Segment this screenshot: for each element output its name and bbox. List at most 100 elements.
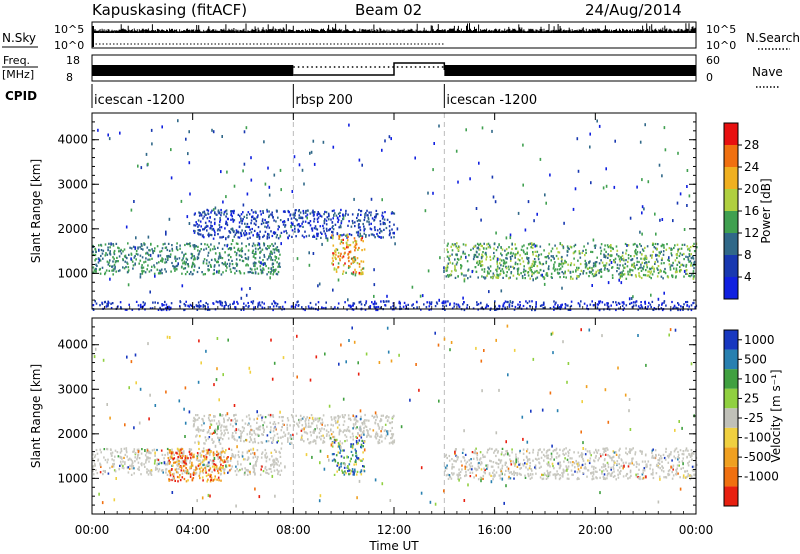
data-cell bbox=[127, 471, 130, 474]
data-cell bbox=[381, 440, 383, 443]
data-cell bbox=[138, 450, 141, 453]
data-cell bbox=[194, 473, 197, 476]
data-cell bbox=[240, 217, 242, 220]
data-cell bbox=[391, 436, 393, 439]
data-cell bbox=[337, 445, 339, 448]
data-cell bbox=[243, 302, 245, 305]
data-cell bbox=[322, 434, 324, 437]
data-cell bbox=[677, 248, 679, 251]
data-cell bbox=[361, 267, 364, 270]
data-cell bbox=[166, 255, 168, 258]
data-cell bbox=[256, 457, 259, 460]
data-cell bbox=[496, 451, 499, 454]
data-cell bbox=[294, 218, 297, 221]
data-cell bbox=[249, 425, 252, 428]
data-cell bbox=[249, 228, 251, 231]
data-cell bbox=[591, 465, 593, 468]
data-cell bbox=[192, 272, 194, 276]
data-cell bbox=[202, 262, 205, 265]
data-cell bbox=[627, 270, 629, 273]
data-cell bbox=[215, 465, 218, 468]
data-cell bbox=[237, 247, 240, 250]
data-cell bbox=[109, 246, 111, 249]
data-cell bbox=[293, 420, 296, 423]
data-cell bbox=[276, 234, 278, 237]
data-cell bbox=[526, 456, 528, 459]
data-cell bbox=[355, 459, 357, 462]
data-cell bbox=[508, 304, 511, 307]
data-cell bbox=[190, 465, 193, 468]
data-cell bbox=[622, 308, 625, 311]
data-cell bbox=[504, 473, 506, 476]
data-cell bbox=[229, 423, 232, 426]
data-cell bbox=[598, 124, 601, 128]
data-cell bbox=[597, 449, 600, 452]
data-cell bbox=[130, 458, 133, 461]
data-cell bbox=[236, 264, 238, 267]
data-cell bbox=[659, 467, 661, 470]
data-cell bbox=[532, 451, 534, 454]
data-cell bbox=[324, 424, 326, 427]
data-cell bbox=[572, 270, 574, 273]
data-cell bbox=[124, 462, 126, 466]
data-cell bbox=[567, 263, 569, 266]
data-cell bbox=[272, 436, 275, 439]
data-cell bbox=[545, 477, 548, 480]
data-cell bbox=[476, 301, 478, 304]
data-cell bbox=[111, 265, 114, 268]
data-cell bbox=[383, 218, 386, 221]
data-cell bbox=[202, 305, 205, 308]
data-cell bbox=[178, 461, 180, 464]
data-cell bbox=[243, 234, 246, 237]
data-cell bbox=[451, 262, 454, 265]
data-cell bbox=[536, 269, 538, 273]
data-cell bbox=[687, 256, 689, 259]
data-cell bbox=[325, 223, 328, 226]
data-cell bbox=[216, 450, 218, 453]
data-cell bbox=[358, 158, 361, 162]
data-cell bbox=[576, 266, 578, 269]
data-cell bbox=[526, 462, 528, 466]
data-cell bbox=[147, 457, 150, 460]
data-cell bbox=[369, 307, 371, 310]
data-cell bbox=[505, 253, 508, 256]
data-cell bbox=[220, 463, 222, 466]
data-cell bbox=[468, 254, 470, 257]
data-cell bbox=[661, 302, 664, 305]
data-cell bbox=[94, 259, 96, 262]
data-cell bbox=[220, 214, 222, 217]
data-cell bbox=[140, 166, 143, 170]
data-cell bbox=[348, 233, 351, 236]
data-cell bbox=[354, 448, 357, 451]
data-cell bbox=[219, 236, 221, 239]
data-cell bbox=[241, 455, 244, 458]
data-cell bbox=[559, 267, 562, 270]
freq-unit: [MHz] bbox=[2, 68, 34, 81]
data-cell bbox=[615, 301, 617, 304]
data-cell bbox=[366, 209, 368, 212]
data-cell bbox=[304, 308, 306, 312]
data-cell bbox=[237, 236, 240, 239]
data-cell bbox=[629, 273, 631, 276]
data-cell bbox=[278, 263, 280, 266]
data-cell bbox=[241, 247, 243, 250]
data-cell bbox=[607, 246, 610, 249]
data-cell bbox=[338, 468, 340, 471]
data-cell bbox=[661, 308, 664, 312]
data-cell bbox=[544, 193, 546, 197]
data-cell bbox=[369, 227, 372, 230]
data-cell bbox=[360, 428, 362, 431]
data-cell bbox=[199, 250, 201, 253]
data-cell bbox=[207, 232, 210, 235]
data-cell bbox=[297, 304, 300, 307]
data-cell bbox=[522, 260, 525, 263]
data-cell bbox=[272, 216, 274, 219]
data-cell bbox=[245, 293, 248, 297]
data-cell bbox=[343, 456, 345, 459]
data-cell bbox=[312, 211, 315, 214]
data-cell bbox=[275, 305, 278, 308]
data-cell bbox=[111, 302, 114, 305]
data-cell bbox=[295, 414, 297, 417]
data-cell bbox=[667, 276, 670, 279]
data-cell bbox=[109, 264, 111, 267]
